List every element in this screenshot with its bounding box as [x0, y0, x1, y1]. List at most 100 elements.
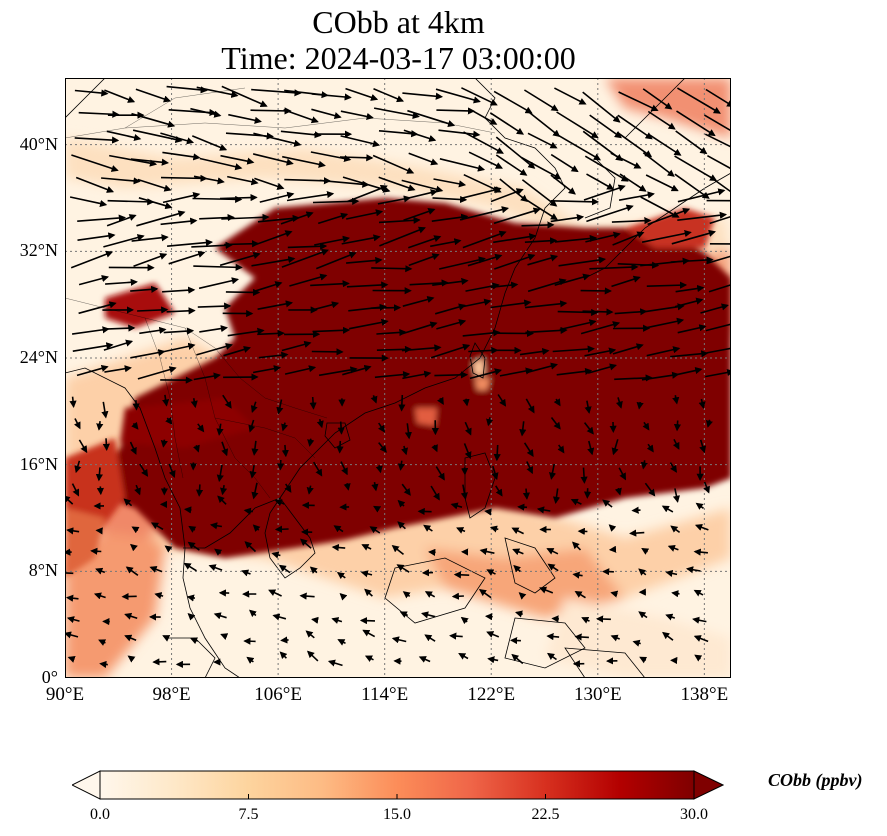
- wind-arrow: [96, 486, 104, 496]
- wind-arrow: [71, 483, 80, 497]
- wind-arrow: [557, 444, 565, 454]
- wind-arrow: [69, 396, 77, 409]
- wind-arrow: [214, 548, 223, 556]
- wind-arrow: [257, 214, 300, 223]
- lat-tick-label: 40°N: [19, 133, 58, 154]
- lat-tick-label: 8°N: [28, 560, 58, 581]
- wind-arrow: [150, 522, 164, 530]
- wind-arrow: [339, 154, 374, 162]
- wind-arrow: [167, 239, 214, 247]
- wind-arrow: [124, 612, 138, 620]
- wind-arrow: [399, 611, 409, 618]
- wind-arrow: [484, 508, 492, 516]
- wind-arrow: [252, 365, 282, 374]
- wind-arrow: [70, 250, 114, 269]
- wind-arrow: [401, 344, 442, 352]
- wind-arrow: [164, 545, 173, 553]
- wind-arrow: [459, 206, 509, 221]
- map-panel: [65, 78, 731, 678]
- wind-arrow: [76, 364, 109, 377]
- wind-arrow: [248, 419, 256, 433]
- wind-arrow: [399, 321, 438, 336]
- wind-arrow: [227, 175, 259, 186]
- wind-arrow: [317, 212, 349, 225]
- wind-arrow: [252, 230, 293, 247]
- wind-arrow: [439, 158, 486, 172]
- wind-arrow: [78, 275, 109, 286]
- wind-arrow: [65, 569, 74, 577]
- wind-arrow: [391, 636, 407, 644]
- wind-arrow: [677, 188, 726, 203]
- wind-arrow: [554, 273, 591, 286]
- wind-arrow: [547, 563, 559, 572]
- wind-arrow: [674, 173, 710, 199]
- wind-arrow: [493, 444, 501, 462]
- wind-arrow: [463, 443, 472, 460]
- wind-arrow: [699, 439, 707, 454]
- wind-arrow: [319, 179, 370, 188]
- wind-arrow: [469, 368, 502, 380]
- wind-arrow: [243, 507, 254, 515]
- wind-arrow: [557, 308, 599, 317]
- wind-arrow: [647, 110, 676, 130]
- wind-arrow: [397, 521, 406, 530]
- wind-arrow: [219, 193, 258, 202]
- wind-arrow: [138, 197, 173, 210]
- wind-arrow: [191, 241, 233, 249]
- gridlines: [65, 78, 731, 678]
- wind-arrow: [139, 326, 167, 335]
- wind-arrow: [309, 396, 317, 410]
- wind-arrow: [199, 157, 243, 171]
- wind-arrow: [451, 592, 464, 600]
- wind-arrow: [216, 464, 224, 483]
- wind-arrow: [432, 277, 469, 286]
- wind-arrow: [378, 422, 385, 433]
- wind-arrow: [199, 325, 229, 333]
- wind-arrow: [521, 179, 558, 207]
- wind-arrow: [589, 263, 639, 271]
- wind-arrow: [309, 566, 318, 574]
- lon-tick-label: 130°E: [573, 684, 622, 705]
- wind-arrow: [125, 566, 139, 576]
- wind-arrow: [693, 635, 709, 643]
- wind-arrow: [461, 87, 498, 106]
- wind-arrow: [160, 217, 198, 226]
- wind-arrow: [580, 467, 588, 484]
- wind-arrow: [165, 416, 173, 425]
- wind-arrow: [397, 499, 406, 508]
- wind-arrow: [522, 488, 530, 500]
- wind-arrow: [554, 234, 598, 243]
- wind-arrow: [612, 343, 644, 355]
- wind-arrow: [333, 525, 344, 533]
- wind-arrow: [518, 592, 527, 600]
- wind-arrow: [641, 230, 692, 243]
- wind-arrow: [547, 652, 557, 661]
- wind-arrow: [346, 209, 384, 220]
- wind-arrow: [617, 114, 653, 140]
- wind-arrow: [464, 421, 472, 436]
- wind-arrow: [595, 615, 611, 623]
- colorbar-tick-label: 30.0: [680, 806, 708, 823]
- wind-arrow: [602, 499, 613, 508]
- wind-arrow: [280, 636, 289, 644]
- wind-arrow: [401, 483, 411, 496]
- wind-arrow: [161, 342, 196, 353]
- colorbar-title: CObb (ppbv): [768, 770, 863, 790]
- wind-arrow: [168, 463, 176, 479]
- wind-arrow: [311, 93, 352, 101]
- wind-arrow: [154, 592, 164, 600]
- wind-arrow: [105, 324, 136, 332]
- wind-arrow: [136, 210, 186, 227]
- lon-tick-label: 98°E: [152, 684, 191, 705]
- wind-arrow: [583, 184, 626, 201]
- wind-arrow: [553, 398, 561, 407]
- wind-arrow: [78, 301, 117, 315]
- wind-arrow: [396, 564, 410, 573]
- wind-arrow: [337, 639, 346, 646]
- wind-arrow: [587, 363, 617, 374]
- wind-arrow: [705, 369, 731, 378]
- wind-arrow: [585, 231, 621, 243]
- wind-arrow: [339, 593, 348, 601]
- wind-arrow: [424, 591, 436, 598]
- wind-arrow: [130, 285, 159, 293]
